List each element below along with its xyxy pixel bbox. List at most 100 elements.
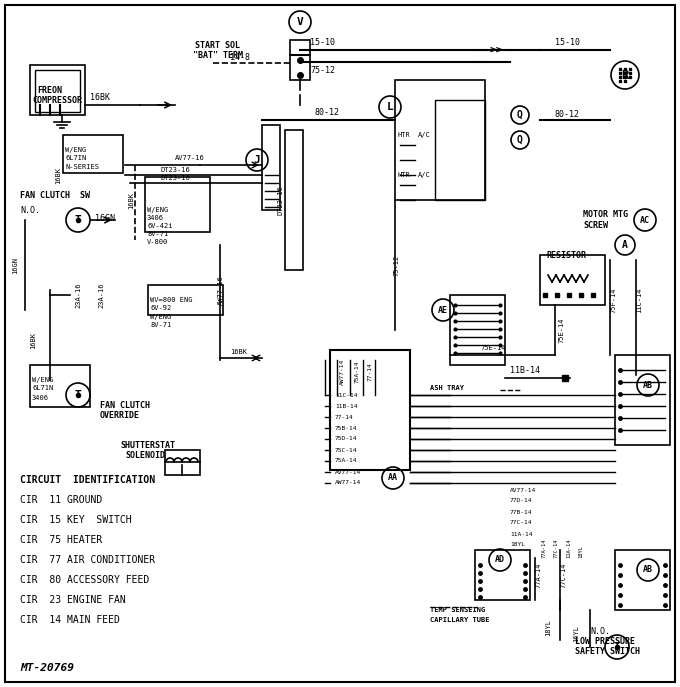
- Text: AW77-14: AW77-14: [335, 480, 361, 486]
- Text: 75E-14: 75E-14: [558, 317, 564, 343]
- Text: AA: AA: [388, 473, 398, 482]
- Text: 3406: 3406: [32, 395, 49, 401]
- Text: 16BK: 16BK: [230, 349, 247, 355]
- Text: 3406: 3406: [147, 215, 164, 221]
- Text: A/C: A/C: [418, 132, 430, 138]
- Text: FAN CLUTCH: FAN CLUTCH: [100, 401, 150, 409]
- Bar: [165, 450, 200, 475]
- Text: AW77-16: AW77-16: [218, 275, 224, 305]
- Bar: [63, 135, 123, 173]
- Text: 11C-14: 11C-14: [335, 392, 358, 398]
- Text: Q: Q: [517, 110, 523, 120]
- Text: "BAT" TERM: "BAT" TERM: [193, 51, 243, 60]
- Text: DT23-16: DT23-16: [278, 185, 284, 215]
- Text: 77A-14: 77A-14: [535, 562, 541, 588]
- Text: MOTOR MTG
SCREW: MOTOR MTG SCREW: [583, 210, 628, 229]
- Text: 23A-16: 23A-16: [75, 282, 81, 308]
- Text: MT-20769: MT-20769: [20, 663, 74, 673]
- Text: AV77-14: AV77-14: [335, 469, 361, 475]
- Bar: [148, 285, 223, 315]
- Text: CIR  15 KEY  SWITCH: CIR 15 KEY SWITCH: [20, 515, 132, 525]
- Text: RESISTOR: RESISTOR: [547, 251, 587, 260]
- Text: 16BK: 16BK: [30, 332, 36, 348]
- Text: N.O.: N.O.: [20, 205, 40, 214]
- Text: 6V-42i: 6V-42i: [147, 223, 173, 229]
- Text: W/ENG: W/ENG: [65, 147, 86, 153]
- Text: 75C-14: 75C-14: [335, 447, 358, 453]
- Text: AD: AD: [495, 556, 505, 565]
- Text: HTR: HTR: [398, 132, 411, 138]
- Bar: [615, 355, 670, 445]
- Text: W/ENG: W/ENG: [150, 314, 171, 320]
- Text: AB: AB: [643, 565, 653, 574]
- Text: 11B-14: 11B-14: [510, 365, 540, 374]
- Text: 77C-14: 77C-14: [560, 562, 566, 588]
- Text: A/C: A/C: [418, 172, 430, 178]
- Text: AV77-14: AV77-14: [510, 488, 537, 493]
- Text: V-800: V-800: [147, 239, 168, 245]
- Text: AE: AE: [438, 306, 448, 315]
- Text: 75A-14: 75A-14: [335, 458, 358, 464]
- Text: DT23-16: DT23-16: [160, 167, 190, 173]
- Text: SAFETY SWITCH: SAFETY SWITCH: [575, 648, 640, 657]
- Text: 75D-14: 75D-14: [335, 436, 358, 442]
- Text: FAN CLUTCH  SW: FAN CLUTCH SW: [20, 190, 90, 199]
- Text: 75A-14: 75A-14: [355, 361, 360, 383]
- Text: 77B-14: 77B-14: [510, 510, 532, 515]
- Bar: [35, 70, 80, 112]
- Text: 75F-14: 75F-14: [610, 287, 616, 313]
- Text: CIR  14 MAIN FEED: CIR 14 MAIN FEED: [20, 615, 120, 625]
- Text: 15-10: 15-10: [310, 38, 335, 47]
- Bar: [435, 100, 485, 200]
- Text: 16GN: 16GN: [95, 214, 115, 223]
- Text: L: L: [387, 102, 393, 112]
- Text: AC: AC: [640, 216, 650, 225]
- Text: 16BK: 16BK: [55, 166, 61, 183]
- Text: 14-8: 14-8: [230, 52, 250, 62]
- Text: T: T: [75, 390, 82, 400]
- Text: 16GN: 16GN: [12, 256, 18, 273]
- Text: 6L71N: 6L71N: [32, 385, 53, 391]
- Text: 77C-14: 77C-14: [554, 539, 559, 558]
- Text: CIR  80 ACCESSORY FEED: CIR 80 ACCESSORY FEED: [20, 575, 149, 585]
- Text: T: T: [75, 215, 82, 225]
- Text: R: R: [622, 69, 629, 82]
- Text: W/ENG: W/ENG: [32, 377, 53, 383]
- Text: 15-10: 15-10: [555, 38, 580, 47]
- Text: ASH TRAY: ASH TRAY: [430, 385, 464, 391]
- Bar: [30, 365, 90, 407]
- Text: 18YL: 18YL: [510, 543, 525, 548]
- Text: SHUTTERSTAT: SHUTTERSTAT: [120, 440, 175, 449]
- Bar: [540, 255, 605, 305]
- Bar: [30, 65, 85, 115]
- Text: 77-14: 77-14: [368, 363, 373, 381]
- Text: 75-12: 75-12: [393, 254, 399, 275]
- Text: 11C-14: 11C-14: [636, 287, 642, 313]
- Text: 77C-14: 77C-14: [510, 521, 532, 526]
- Text: CIRCUIT  IDENTIFICATION: CIRCUIT IDENTIFICATION: [20, 475, 155, 485]
- Text: 80-12: 80-12: [555, 109, 580, 118]
- Text: LOW PRESSURE: LOW PRESSURE: [575, 638, 635, 646]
- Text: 6V-92: 6V-92: [150, 305, 171, 311]
- Text: CIR  77 AIR CONDITIONER: CIR 77 AIR CONDITIONER: [20, 555, 155, 565]
- Text: 11A-14: 11A-14: [510, 532, 532, 537]
- Text: W/ENG: W/ENG: [147, 207, 168, 213]
- Text: 6L7IN: 6L7IN: [65, 155, 86, 161]
- Text: 16BK: 16BK: [128, 192, 134, 208]
- Text: J: J: [254, 155, 260, 165]
- Text: CIR  23 ENGINE FAN: CIR 23 ENGINE FAN: [20, 595, 126, 605]
- Text: 11A-14: 11A-14: [566, 539, 571, 558]
- Text: 18YL: 18YL: [578, 545, 583, 558]
- Text: AV77-16: AV77-16: [175, 155, 205, 161]
- Text: V: V: [296, 17, 303, 27]
- Text: CIR  75 HEATER: CIR 75 HEATER: [20, 535, 102, 545]
- Text: WV=800 ENG: WV=800 ENG: [150, 297, 192, 303]
- Text: 75-12: 75-12: [310, 65, 335, 74]
- Text: AW77-14: AW77-14: [340, 359, 345, 385]
- Text: OVERRIDE: OVERRIDE: [100, 411, 140, 420]
- Text: 23A-16: 23A-16: [98, 282, 104, 308]
- Bar: [262, 125, 280, 210]
- Text: 77-14: 77-14: [335, 414, 354, 420]
- Text: CAPILLARY TUBE: CAPILLARY TUBE: [430, 617, 490, 623]
- Bar: [330, 350, 410, 470]
